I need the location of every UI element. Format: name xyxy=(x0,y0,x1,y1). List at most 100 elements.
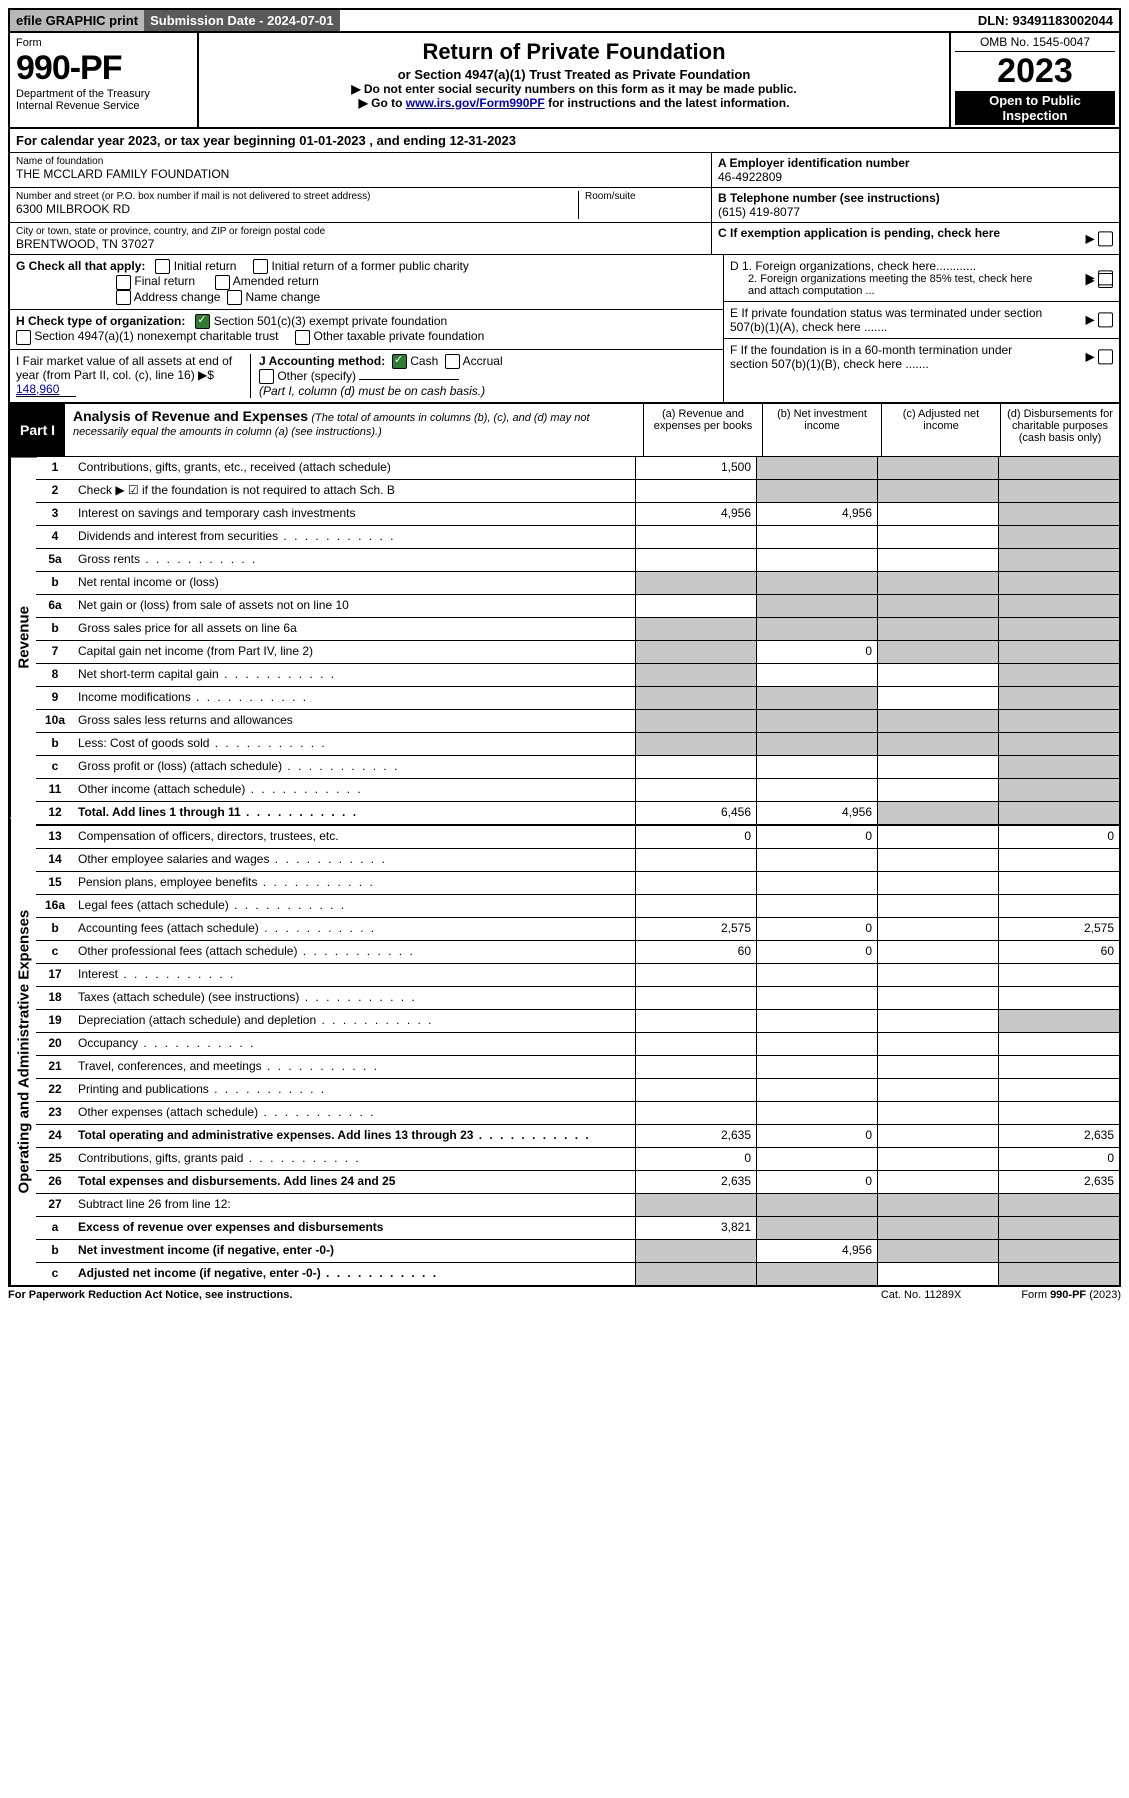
c-label: C If exemption application is pending, c… xyxy=(718,226,1000,240)
chk-accrual[interactable] xyxy=(445,354,460,369)
col-a xyxy=(635,1079,756,1101)
j-note: (Part I, column (d) must be on cash basi… xyxy=(259,384,485,398)
col-c xyxy=(877,802,998,824)
line-num: b xyxy=(36,618,74,640)
chk-final[interactable] xyxy=(116,275,131,290)
line-row: 15Pension plans, employee benefits xyxy=(36,872,1119,895)
lbl-final: Final return xyxy=(134,274,195,288)
g-section: G Check all that apply: Initial return I… xyxy=(10,255,723,310)
col-a xyxy=(635,710,756,732)
other-method-line xyxy=(359,379,459,380)
line-num: 18 xyxy=(36,987,74,1009)
col-b: 4,956 xyxy=(756,802,877,824)
col-d xyxy=(998,1194,1119,1216)
line-desc: Net gain or (loss) from sale of assets n… xyxy=(74,595,635,617)
line-num: c xyxy=(36,941,74,963)
col-b xyxy=(756,664,877,686)
col-c xyxy=(877,641,998,663)
chk-other-method[interactable] xyxy=(259,369,274,384)
instr2-pre: ▶ Go to xyxy=(359,96,406,110)
col-c xyxy=(877,826,998,848)
part1-header: Part I Analysis of Revenue and Expenses … xyxy=(8,404,1121,457)
i-label: I Fair market value of all assets at end… xyxy=(16,354,232,382)
col-a xyxy=(635,618,756,640)
line-desc: Net short-term capital gain xyxy=(74,664,635,686)
line-row: cGross profit or (loss) (attach schedule… xyxy=(36,756,1119,779)
chk-f[interactable] xyxy=(1098,350,1113,365)
lbl-initial-former: Initial return of a former public charit… xyxy=(271,259,468,273)
chk-initial[interactable] xyxy=(155,259,170,274)
e-label: E If private foundation status was termi… xyxy=(730,306,1050,334)
col-d xyxy=(998,595,1119,617)
col-a xyxy=(635,526,756,548)
form-title: Return of Private Foundation xyxy=(205,39,943,65)
col-c xyxy=(877,1194,998,1216)
line-row: 20Occupancy xyxy=(36,1033,1119,1056)
col-b xyxy=(756,549,877,571)
line-row: 3Interest on savings and temporary cash … xyxy=(36,503,1119,526)
fmv-value[interactable]: 148,960 xyxy=(16,382,76,397)
form-link[interactable]: www.irs.gov/Form990PF xyxy=(406,96,545,110)
h-label: H Check type of organization: xyxy=(16,314,185,328)
chk-initial-former[interactable] xyxy=(253,259,268,274)
col-c xyxy=(877,733,998,755)
line-desc: Capital gain net income (from Part IV, l… xyxy=(74,641,635,663)
chk-addr-change[interactable] xyxy=(116,290,131,305)
col-d xyxy=(998,480,1119,502)
line-num: b xyxy=(36,733,74,755)
c-checkbox[interactable] xyxy=(1098,231,1113,246)
line-desc: Other income (attach schedule) xyxy=(74,779,635,801)
col-d xyxy=(998,1010,1119,1032)
col-d xyxy=(998,779,1119,801)
instr-1: ▶ Do not enter social security numbers o… xyxy=(205,82,943,96)
col-c xyxy=(877,1217,998,1239)
dept: Department of the Treasury xyxy=(16,88,191,100)
revenue-tab: Revenue xyxy=(10,457,37,818)
col-d xyxy=(998,1056,1119,1078)
col-c xyxy=(877,1171,998,1193)
col-b xyxy=(756,457,877,479)
col-d xyxy=(998,1079,1119,1101)
chk-amended[interactable] xyxy=(215,275,230,290)
line-desc: Dividends and interest from securities xyxy=(74,526,635,548)
chk-other-tax[interactable] xyxy=(295,330,310,345)
line-num: b xyxy=(36,1240,74,1262)
line-desc: Less: Cost of goods sold xyxy=(74,733,635,755)
chk-name-change[interactable] xyxy=(227,290,242,305)
line-desc: Occupancy xyxy=(74,1033,635,1055)
col-c xyxy=(877,664,998,686)
col-c xyxy=(877,572,998,594)
line-num: 20 xyxy=(36,1033,74,1055)
h-section: H Check type of organization: Section 50… xyxy=(10,310,723,350)
col-d: 0 xyxy=(998,826,1119,848)
page-footer: For Paperwork Reduction Act Notice, see … xyxy=(8,1287,1121,1303)
chk-d1[interactable] xyxy=(1098,271,1113,286)
col-b xyxy=(756,964,877,986)
line-desc: Income modifications xyxy=(74,687,635,709)
col-b xyxy=(756,710,877,732)
name-label: Name of foundation xyxy=(16,156,705,167)
col-a: 60 xyxy=(635,941,756,963)
col-c xyxy=(877,687,998,709)
line-desc: Gross sales price for all assets on line… xyxy=(74,618,635,640)
line-desc: Taxes (attach schedule) (see instruction… xyxy=(74,987,635,1009)
col-c xyxy=(877,918,998,940)
chk-e[interactable] xyxy=(1098,313,1113,328)
col-a xyxy=(635,1194,756,1216)
col-d xyxy=(998,1263,1119,1285)
col-a xyxy=(635,1056,756,1078)
chk-cash[interactable] xyxy=(392,354,407,369)
chk-4947[interactable] xyxy=(16,330,31,345)
i-j-section: I Fair market value of all assets at end… xyxy=(10,350,723,403)
line-num: 1 xyxy=(36,457,74,479)
col-d xyxy=(998,710,1119,732)
col-a xyxy=(635,964,756,986)
lbl-501c3: Section 501(c)(3) exempt private foundat… xyxy=(214,314,447,328)
col-d: 0 xyxy=(998,1148,1119,1170)
chk-501c3[interactable] xyxy=(195,314,210,329)
col-d xyxy=(998,687,1119,709)
line-row: 4Dividends and interest from securities xyxy=(36,526,1119,549)
ein-label: A Employer identification number xyxy=(718,156,1113,170)
efile-label[interactable]: efile GRAPHIC print xyxy=(10,10,144,31)
g-label: G Check all that apply: xyxy=(16,259,145,273)
